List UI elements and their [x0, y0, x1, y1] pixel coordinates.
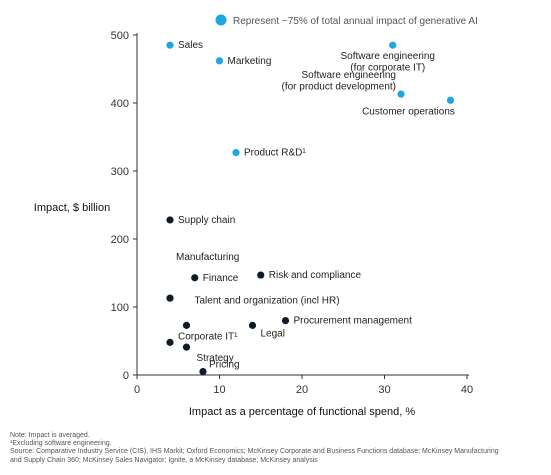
legend-marker	[215, 14, 227, 26]
x-tick-label: 0	[134, 384, 140, 396]
data-label-line: Finance	[203, 273, 239, 284]
data-point	[182, 321, 191, 329]
data-label-line: Product R&D¹	[244, 148, 306, 159]
x-tick-label: 40	[461, 384, 473, 396]
data-label-line: Manufacturing	[176, 252, 239, 263]
data-label: Strategy	[197, 353, 234, 364]
data-label: Supply chain	[178, 215, 235, 226]
data-label-line: Marketing	[228, 56, 272, 67]
data-label: Talent and organization (incl HR)	[195, 295, 340, 306]
data-label: Risk and compliance	[269, 270, 362, 281]
y-axis-title: Impact, $ billion	[34, 202, 110, 214]
data-label-line: Legal	[261, 328, 285, 339]
data-label: Software engineering (for corporate IT)	[340, 51, 435, 73]
data-points	[166, 41, 455, 376]
data-point	[257, 271, 265, 279]
data-point	[182, 343, 191, 351]
data-point	[199, 368, 207, 376]
y-tick-label: 100	[111, 302, 129, 314]
data-label-line: Software engineering	[301, 70, 396, 81]
y-tick-label: 200	[111, 234, 129, 246]
data-label: Software engineering (for product develop…	[281, 70, 396, 93]
footnote-source: Source: Comparative Industry Service (CI…	[10, 448, 499, 456]
y-tick-label: 500	[111, 30, 129, 42]
x-axis-title: Impact as a percentage of functional spe…	[189, 406, 415, 418]
point-labels: Sales Marketing Software engineering (for c…	[176, 40, 455, 370]
y-tick-label: 300	[111, 166, 129, 178]
data-label-line: Procurement management	[294, 316, 413, 327]
data-point	[397, 90, 405, 98]
y-tick-label: 400	[111, 98, 129, 110]
data-label-line: Customer operations	[362, 106, 455, 117]
data-label: Product R&D¹	[244, 148, 306, 159]
data-label-line: (for product development)	[281, 82, 396, 93]
data-point	[281, 317, 290, 325]
scatter-chart: Represent ~75% of total annual impact of…	[34, 14, 478, 418]
data-label-line: Talent and organization (incl HR)	[195, 295, 340, 306]
data-label: Finance	[203, 273, 239, 284]
data-point	[232, 149, 240, 157]
data-label: Pricing	[209, 360, 240, 371]
data-label-line: Software engineering	[340, 51, 435, 62]
footnote-note: Note: Impact is averaged.	[10, 432, 90, 439]
data-label: Sales	[178, 40, 203, 51]
y-tick-label: 0	[123, 370, 129, 382]
data-point	[248, 321, 257, 329]
data-label-line: Pricing	[209, 360, 240, 371]
data-label: Customer operations	[362, 106, 455, 117]
data-label-line: Risk and compliance	[269, 270, 362, 281]
data-label-line: Sales	[178, 40, 203, 51]
data-point	[166, 216, 174, 224]
x-tick-label: 20	[296, 384, 308, 396]
data-label-line: Strategy	[197, 353, 234, 364]
data-point	[191, 274, 199, 282]
data-label: Procurement management	[294, 316, 413, 327]
footnote-1: ¹Excluding software engineering.	[10, 440, 112, 448]
data-point	[389, 41, 397, 49]
data-point	[166, 338, 174, 346]
legend: Represent ~75% of total annual impact of…	[215, 14, 478, 27]
data-point	[215, 57, 224, 65]
x-tick-label: 30	[378, 384, 390, 396]
footnote-source-cont: and Supply Chain 360; McKinsey Sales Nav…	[10, 456, 318, 464]
data-point	[166, 41, 174, 49]
data-label-line: (for corporate IT)	[350, 63, 425, 74]
data-label: Legal	[261, 328, 285, 339]
x-tick-label: 10	[213, 384, 225, 396]
data-point	[166, 294, 174, 302]
data-point	[446, 96, 455, 104]
data-label-line: Corporate IT¹	[178, 331, 238, 342]
data-label: Manufacturing	[176, 252, 239, 263]
legend-label: Represent ~75% of total annual impact of…	[233, 16, 478, 27]
data-label-line: Supply chain	[178, 215, 235, 226]
data-label: Corporate IT¹	[178, 331, 238, 342]
data-label: Marketing	[228, 56, 272, 67]
footnotes: Note: Impact is averaged. ¹Excluding sof…	[10, 432, 545, 465]
